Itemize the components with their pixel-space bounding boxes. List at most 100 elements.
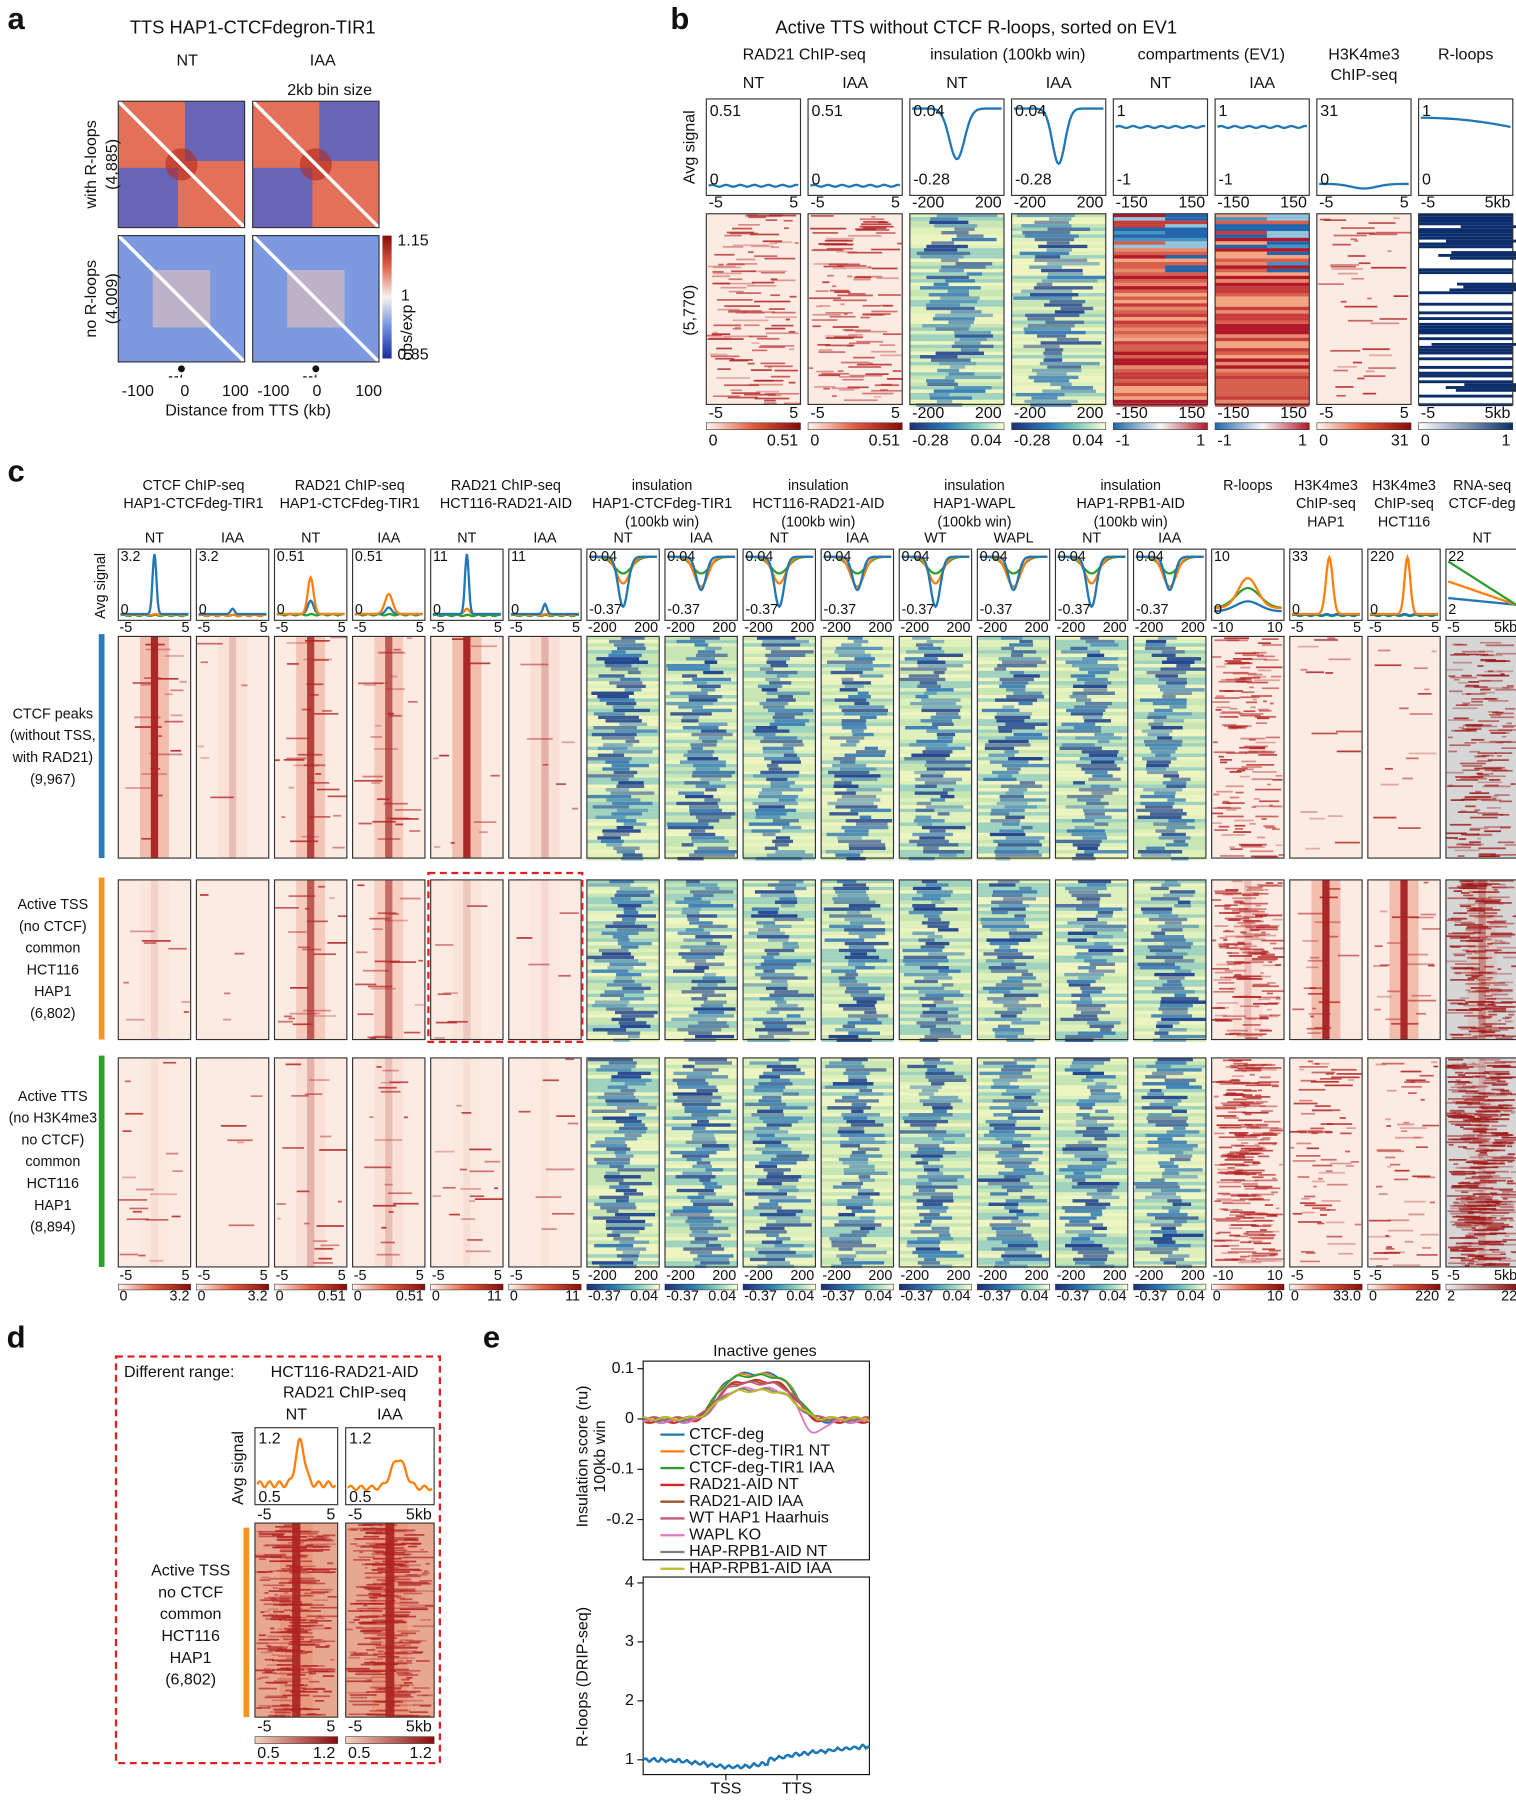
heatmap-dash bbox=[1224, 637, 1249, 640]
heatmap-row bbox=[937, 368, 960, 373]
heatmap-row bbox=[1266, 227, 1310, 232]
heatmap-row bbox=[1055, 938, 1128, 942]
heatmap-row bbox=[586, 910, 660, 915]
heatmap-row bbox=[1165, 213, 1208, 218]
heatmap-dash bbox=[826, 247, 854, 250]
heatmap-dash bbox=[1261, 750, 1276, 753]
profile-line bbox=[823, 555, 892, 592]
heatmap-dash bbox=[296, 1190, 310, 1193]
profile-min: -0.37 bbox=[589, 602, 622, 618]
heatmap-dash bbox=[171, 1215, 181, 1218]
heatmap-row bbox=[919, 1099, 963, 1103]
profile-frame bbox=[1418, 98, 1514, 196]
x-tick-label: 200 bbox=[868, 1268, 892, 1284]
heatmap-row bbox=[611, 777, 629, 782]
heatmap-row bbox=[915, 694, 929, 699]
heatmap-dash bbox=[1325, 1072, 1334, 1075]
heatmap-row bbox=[899, 694, 972, 699]
heatmap-band bbox=[150, 636, 159, 859]
heatmap-row bbox=[1418, 357, 1513, 361]
heatmap-row bbox=[824, 907, 871, 911]
heatmap-row bbox=[1113, 231, 1208, 235]
heatmap-dash bbox=[1223, 930, 1234, 933]
heatmap-row bbox=[904, 962, 939, 967]
heatmap-frame bbox=[976, 635, 1051, 859]
heatmap-dash bbox=[770, 278, 778, 281]
heatmap-row bbox=[838, 1219, 875, 1224]
heatmap-dash bbox=[1244, 1113, 1252, 1116]
profile-max: 0.04 bbox=[745, 549, 773, 565]
profile-frame bbox=[1054, 548, 1129, 621]
heatmap-row bbox=[756, 1133, 775, 1138]
heatmap-dash bbox=[810, 215, 834, 217]
heatmap-row bbox=[1001, 962, 1027, 967]
heatmap-row bbox=[951, 344, 994, 349]
heatmap-row bbox=[695, 815, 732, 820]
heatmap-row bbox=[992, 1216, 1019, 1220]
heatmap-row bbox=[1085, 1075, 1116, 1079]
heatmap bbox=[1215, 213, 1310, 407]
heatmap-row bbox=[1064, 1175, 1102, 1179]
heatmap-row bbox=[664, 719, 738, 723]
heatmap-dash bbox=[1265, 736, 1281, 739]
heatmap-frame bbox=[273, 635, 348, 859]
heatmap-row bbox=[1113, 282, 1208, 287]
heatmap-row bbox=[675, 900, 711, 905]
heatmap-dash bbox=[1292, 1160, 1316, 1162]
heatmap-row bbox=[755, 1028, 793, 1032]
heatmap-row bbox=[1157, 636, 1177, 640]
heatmap-dash bbox=[572, 807, 578, 810]
heatmap-dash bbox=[1225, 1066, 1238, 1068]
heatmap-row bbox=[821, 1212, 894, 1217]
heatmap-row bbox=[1156, 1021, 1180, 1025]
heatmap-row bbox=[1215, 262, 1310, 266]
heatmap bbox=[1133, 1057, 1206, 1269]
x-tick-label: -5 bbox=[709, 194, 723, 212]
heatmap-row bbox=[778, 1057, 799, 1062]
x-tick-label: 5 bbox=[891, 194, 900, 212]
y-axis-label: Avg signal bbox=[680, 110, 698, 184]
heatmap-row bbox=[617, 1168, 655, 1172]
heatmap-dash bbox=[1254, 715, 1276, 718]
heatmap-dash bbox=[374, 960, 400, 963]
heatmap-row bbox=[1072, 684, 1108, 689]
heatmap-row bbox=[1164, 1078, 1196, 1083]
heatmap-row bbox=[1034, 237, 1075, 242]
heatmap-row bbox=[692, 1164, 712, 1169]
heatmap bbox=[977, 879, 1050, 1042]
heatmap-row bbox=[1161, 832, 1186, 837]
heatmap-row bbox=[595, 1140, 626, 1145]
heatmap-dash bbox=[1256, 717, 1270, 720]
heatmap-row bbox=[1147, 1092, 1164, 1096]
heatmap-dash bbox=[1275, 998, 1281, 1001]
heatmap-dash bbox=[1258, 884, 1283, 887]
heatmap-row bbox=[920, 719, 953, 723]
heatmap-row bbox=[1455, 388, 1516, 392]
profile-line bbox=[1135, 555, 1204, 592]
colorbar-label: 0 bbox=[198, 1289, 206, 1305]
heatmap-dash bbox=[748, 251, 754, 254]
heatmap-row bbox=[760, 770, 800, 775]
heatmap-row bbox=[767, 883, 796, 887]
heatmap-row bbox=[1113, 396, 1208, 400]
heatmap-dash bbox=[1270, 942, 1277, 945]
heatmap-row bbox=[701, 729, 727, 733]
heatmap-dash bbox=[1234, 824, 1246, 827]
heatmap-row bbox=[989, 760, 1029, 764]
heatmap-dash bbox=[1310, 1080, 1340, 1083]
heatmap-dash bbox=[467, 1239, 483, 1241]
heatmap-dash bbox=[1242, 1024, 1261, 1026]
heatmap-dash bbox=[848, 366, 882, 368]
bin-size-label: 2kb bin size bbox=[287, 81, 372, 99]
heatmap-frame bbox=[117, 635, 192, 859]
heatmap-band bbox=[530, 636, 560, 859]
heatmap-dash bbox=[732, 319, 769, 322]
heatmap-row bbox=[1076, 1003, 1106, 1008]
heatmap-row bbox=[1141, 1106, 1173, 1110]
heatmap-row bbox=[1000, 798, 1046, 802]
heatmap-row bbox=[1067, 938, 1087, 942]
heatmap-dash bbox=[764, 257, 796, 260]
heatmap-row bbox=[899, 736, 972, 740]
heatmap-dash bbox=[1292, 1008, 1305, 1011]
heatmap-row bbox=[852, 732, 874, 737]
